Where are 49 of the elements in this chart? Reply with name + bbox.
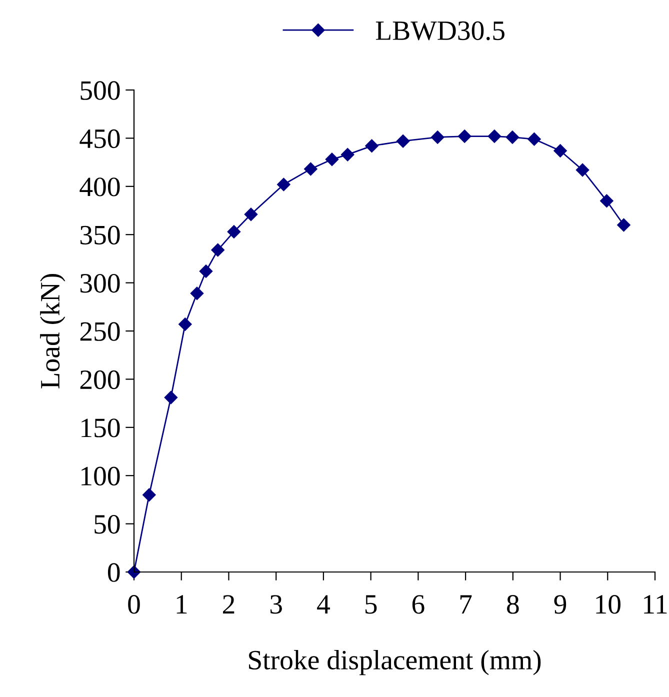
point bbox=[341, 148, 354, 162]
x-tick-label: 9 bbox=[554, 595, 566, 614]
point bbox=[304, 162, 318, 176]
y-axis-title: Load (kN) bbox=[40, 274, 66, 388]
point bbox=[396, 134, 410, 148]
x-tick-label: 7 bbox=[460, 595, 472, 614]
point bbox=[178, 318, 192, 331]
point bbox=[554, 144, 567, 158]
y-tick-label: 50 bbox=[94, 514, 120, 534]
point bbox=[488, 130, 502, 143]
point bbox=[190, 286, 204, 300]
y-tick-label: 150 bbox=[82, 418, 120, 438]
point bbox=[431, 130, 444, 144]
point bbox=[617, 218, 630, 232]
point bbox=[365, 139, 378, 152]
x-tick-label: 1 bbox=[176, 595, 187, 614]
point bbox=[244, 208, 258, 221]
x-tick-label: 3 bbox=[270, 595, 282, 614]
x-tick-label: 0 bbox=[128, 595, 140, 614]
y-tick-label: 100 bbox=[82, 466, 120, 486]
x-tick-label: 8 bbox=[507, 595, 519, 614]
y-tick-label: 250 bbox=[80, 322, 120, 341]
point bbox=[142, 488, 156, 502]
legend-label: LBWD30.5 bbox=[376, 21, 504, 40]
y-tick-label: 350 bbox=[80, 226, 120, 245]
y-tick-label: 300 bbox=[80, 274, 120, 293]
x-tick-label: 5 bbox=[365, 595, 377, 614]
y-tick-label: 0 bbox=[108, 563, 120, 582]
point bbox=[164, 390, 178, 404]
point bbox=[227, 225, 241, 238]
point bbox=[211, 243, 224, 257]
y-tick-label: 450 bbox=[80, 129, 120, 148]
point bbox=[528, 132, 541, 146]
y-tick-label: 500 bbox=[80, 81, 120, 100]
point bbox=[506, 130, 520, 144]
point bbox=[458, 130, 472, 143]
y-tick-label: 400 bbox=[80, 178, 120, 196]
y-tick-label: 200 bbox=[80, 370, 120, 390]
point bbox=[325, 152, 339, 166]
x-tick-label: 6 bbox=[412, 595, 424, 614]
x-tick-label: 11 bbox=[644, 595, 667, 614]
x-tick-label: 4 bbox=[317, 595, 330, 614]
point bbox=[576, 163, 590, 177]
x-tick-label: 10 bbox=[596, 595, 620, 614]
point bbox=[277, 178, 290, 192]
x-tick-label: 2 bbox=[223, 595, 234, 614]
x-axis-title: Stroke displacement (mm) bbox=[249, 650, 541, 676]
point bbox=[600, 194, 614, 208]
point bbox=[199, 264, 213, 278]
